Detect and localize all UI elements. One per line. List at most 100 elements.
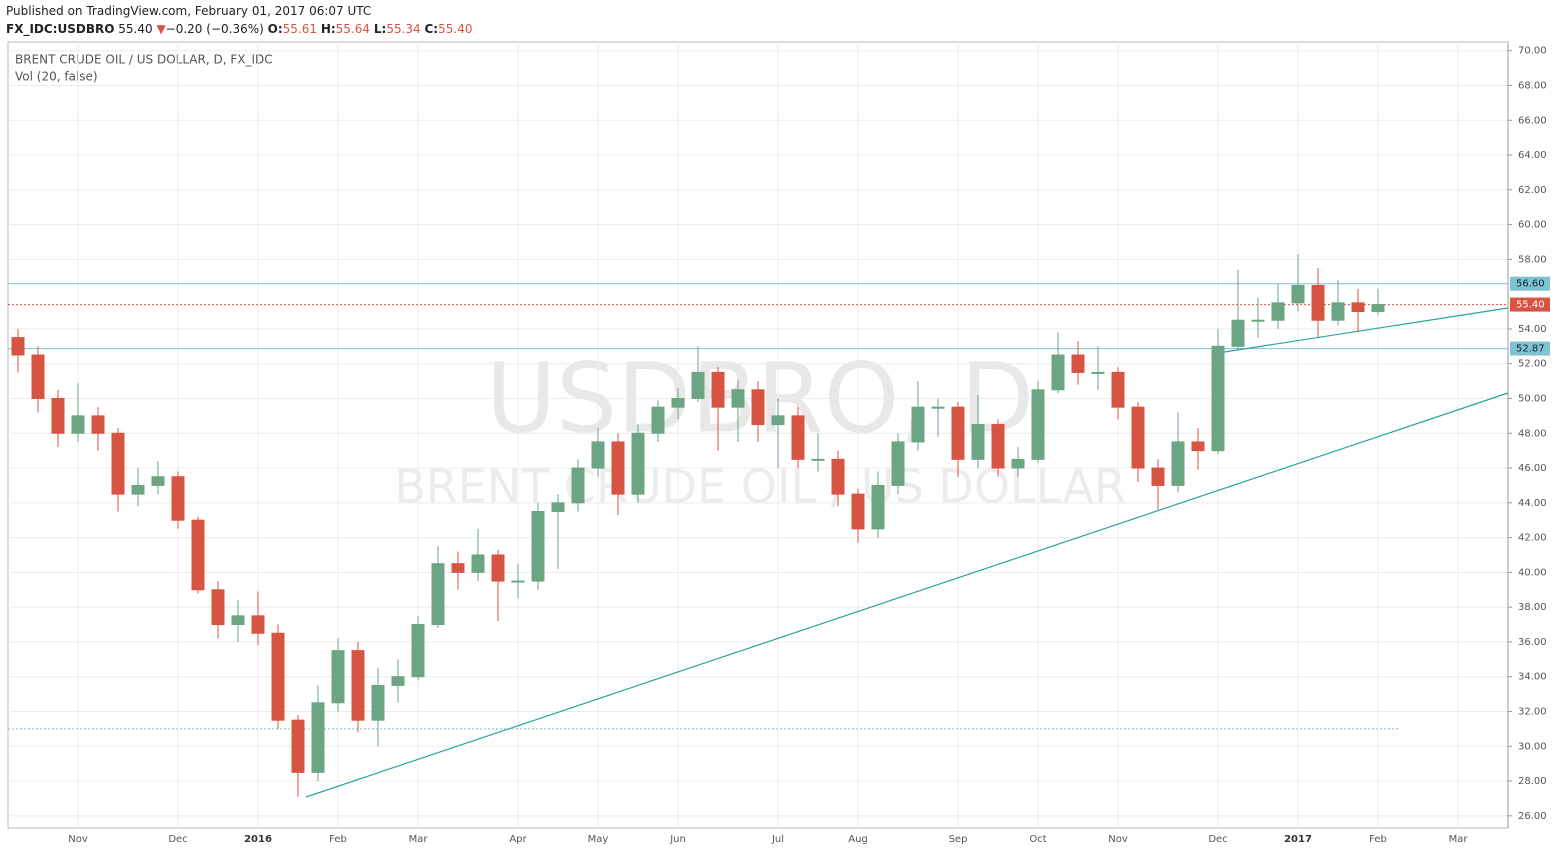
candle-body	[1111, 371, 1125, 408]
trend-line	[305, 392, 1509, 798]
x-tick-label: Mar	[1449, 834, 1469, 845]
level-label: 55.40	[1516, 300, 1545, 311]
candle-body	[1191, 441, 1205, 452]
y-tick-label: 38.00	[1518, 602, 1547, 613]
candle-body	[531, 511, 545, 582]
candle-body	[1091, 371, 1105, 374]
high: 55.64	[335, 22, 371, 36]
x-tick-label: 2016	[244, 834, 272, 845]
candle-body	[1331, 302, 1345, 321]
y-tick-label: 40.00	[1518, 567, 1547, 578]
candle-body	[371, 684, 385, 721]
y-tick-label: 48.00	[1518, 428, 1547, 439]
candle-body	[1051, 354, 1065, 391]
candle-body	[111, 432, 125, 495]
candle-body	[31, 354, 45, 399]
candle-body	[171, 476, 185, 521]
x-tick-label: 2017	[1284, 834, 1312, 845]
y-tick-label: 46.00	[1518, 463, 1547, 474]
chart-title: BRENT CRUDE OIL / US DOLLAR, D, FX_IDC	[15, 53, 273, 67]
candle-body	[431, 563, 445, 626]
y-tick-label: 52.00	[1518, 359, 1547, 370]
candles	[11, 254, 1385, 797]
candle-body	[811, 458, 825, 461]
candle-body	[591, 441, 605, 469]
candle-body	[731, 389, 745, 408]
y-tick-label: 64.00	[1518, 150, 1547, 161]
candle-body	[1151, 467, 1165, 486]
y-tick-label: 62.00	[1518, 185, 1547, 196]
x-tick-label: Jul	[771, 834, 784, 845]
candle-body	[891, 441, 905, 486]
h-label: H:	[320, 22, 336, 36]
x-tick-label: Apr	[509, 834, 527, 845]
candle-body	[991, 424, 1005, 469]
axes: 26.00 28.00 30.00 32.00 34.00 36.00 38.00 40.00…	[68, 42, 1547, 845]
candle-body	[871, 484, 885, 530]
y-tick-label: 32.00	[1518, 706, 1547, 717]
candle-body	[1251, 319, 1265, 322]
c-label: C:	[424, 22, 439, 36]
level-tag	[1510, 341, 1550, 356]
level-label: 56.60	[1516, 279, 1545, 290]
candle-body	[351, 650, 365, 721]
header: Published on TradingView.com, February 0…	[6, 2, 472, 38]
candle-body	[931, 406, 945, 409]
arrow: ▼	[156, 22, 166, 36]
x-tick-label: Feb	[329, 834, 347, 845]
x-tick-label: Feb	[1369, 834, 1387, 845]
candle-body	[571, 467, 585, 504]
candle-body	[691, 371, 705, 399]
candle-body	[751, 389, 765, 426]
candle-body	[1031, 389, 1045, 460]
close: 55.40	[438, 22, 473, 36]
candle-body	[1071, 354, 1085, 373]
candle-body	[91, 415, 105, 434]
low: 55.34	[386, 22, 421, 36]
candle-body	[211, 589, 225, 626]
x-tick-label: Mar	[409, 834, 429, 845]
candle-body	[1231, 319, 1245, 347]
candle-body	[1271, 302, 1285, 321]
candle-body	[271, 632, 285, 721]
y-tick-label: 34.00	[1518, 672, 1547, 683]
candle-body	[831, 458, 845, 495]
symbol: FX_IDC:USDBRO	[6, 22, 115, 36]
candle-body	[451, 563, 465, 573]
candle-body	[851, 493, 865, 530]
level-tag	[1510, 276, 1550, 291]
o-label: O:	[267, 22, 283, 36]
candle-body	[391, 676, 405, 686]
candle-body	[1311, 284, 1325, 321]
candle-body	[231, 615, 245, 626]
x-tick-label: Sep	[949, 834, 968, 845]
y-tick-label: 58.00	[1518, 254, 1547, 265]
candle-body	[511, 580, 525, 583]
candle-body	[1371, 304, 1385, 313]
y-tick-label: 26.00	[1518, 811, 1547, 822]
candle-body	[71, 415, 85, 434]
candle-body	[331, 650, 345, 704]
x-tick-label: Oct	[1029, 834, 1046, 845]
candle-body	[1171, 441, 1185, 486]
y-tick-label: 70.00	[1518, 46, 1547, 57]
candle-body	[771, 415, 785, 426]
candle-body	[1291, 284, 1305, 304]
candle-body	[131, 484, 145, 495]
candle-body	[291, 719, 305, 773]
y-tick-label: 42.00	[1518, 533, 1547, 544]
candle-body	[1131, 406, 1145, 469]
candle-body	[711, 371, 725, 408]
candle-body	[791, 415, 805, 460]
x-tick-label: Nov	[1108, 834, 1128, 845]
candle-body	[551, 502, 565, 513]
candle-body	[1351, 302, 1365, 313]
candle-body	[311, 702, 325, 773]
candle-body	[191, 519, 205, 591]
candle-body	[651, 406, 665, 434]
candle-body	[911, 406, 925, 443]
published: Published on TradingView.com, February 0…	[6, 4, 372, 18]
l-label: L:	[373, 22, 387, 36]
y-tick-label: 36.00	[1518, 637, 1547, 648]
